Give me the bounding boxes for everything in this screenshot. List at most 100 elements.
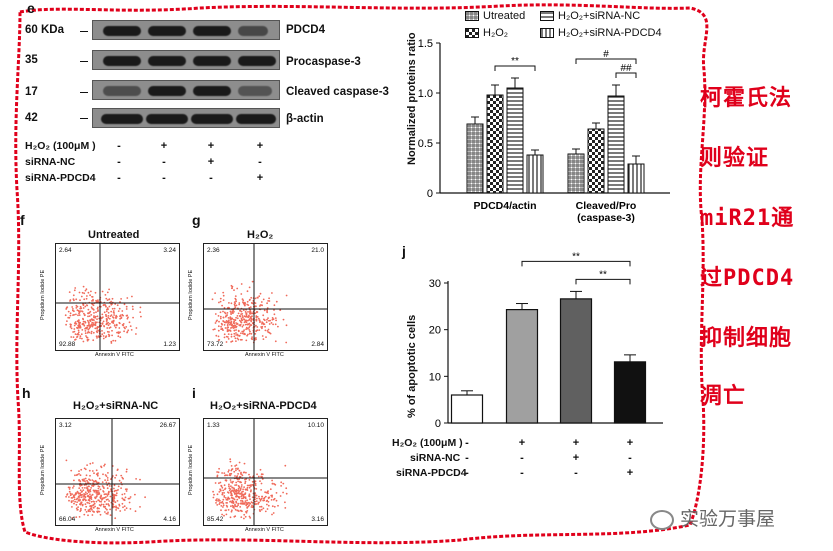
facs-title-f: Untreated [88, 229, 140, 241]
facs-g-ur: 21.0 [311, 247, 324, 254]
facs-ylabel-i: Propidium Iodide PE [188, 444, 194, 495]
j-treatment-symbol: + [626, 437, 634, 449]
side-text-4: 抑制细胞 [700, 326, 793, 351]
side-text-2: miR21通 [700, 206, 795, 231]
wb-treat-label-2: siRNA-PDCD4 [25, 172, 96, 184]
facs-title-h: H₂O₂+siRNA-NC [73, 400, 159, 412]
chart-j-sig-bracket [521, 260, 631, 267]
blot-kda-2: 17 [25, 86, 38, 98]
side-text-5: 凋亡 [700, 384, 747, 409]
chart-e-ytick-label: 1.0 [418, 88, 433, 100]
watermark: 实验万事屋 [650, 504, 775, 531]
wb-sym: + [256, 172, 264, 184]
blot-kda-0: 60 KDa [25, 24, 64, 36]
wb-sym: - [117, 156, 121, 168]
wb-sym: + [256, 140, 264, 152]
chart-e-ytick-label: 1.5 [418, 38, 433, 50]
chart-e-sig-bracket-label: ## [620, 63, 632, 74]
chart-j-sig-label: ** [599, 269, 607, 280]
chart-e-sig-bracket-label: # [603, 49, 609, 60]
chart-e-sig-bracket [615, 72, 637, 78]
facs-f-ur: 3.24 [163, 247, 176, 254]
chart-j-ylabel: % of apoptotic cells [406, 314, 418, 418]
blot-label-3: β-actin [286, 113, 324, 125]
chart-e-category-label: Cleaved/Pro [576, 200, 637, 212]
panel-letter-i: i [192, 385, 196, 401]
facs-xlabel-i: Annexin V FITC [245, 527, 284, 533]
j-treatment-symbol: - [520, 467, 524, 479]
wechat-icon [650, 509, 674, 530]
facs-title-g: H₂O₂ [247, 229, 274, 241]
facs-ylabel-f: Propidium Iodide PE [40, 269, 46, 320]
chart-e-ytick-label: 0 [427, 188, 433, 200]
j-treatment-symbol: - [465, 452, 469, 464]
wb-sym: - [162, 172, 166, 184]
facs-h-lr: 4.16 [163, 516, 176, 523]
j-treatment-symbol: - [465, 467, 469, 479]
j-treatment-symbol: + [572, 452, 580, 464]
j-treat-label-2: siRNA-PDCD4 [396, 467, 467, 479]
j-treatment-symbol: - [628, 452, 632, 464]
blot-label-0: PDCD4 [286, 24, 325, 36]
legend-item-2: H₂O₂+siRNA-NC [540, 10, 640, 22]
facs-f-ul: 2.64 [59, 247, 72, 254]
facs-scatter [56, 419, 179, 525]
panel-letter-h: h [22, 385, 31, 401]
facs-xlabel-f: Annexin V FITC [95, 352, 134, 358]
facs-plot-g: 2.36 21.0 73.72 2.84 [203, 243, 328, 351]
j-treat-label-0: H₂O₂ (100μM ) [392, 437, 463, 449]
panel-letter-e: e [27, 0, 35, 16]
chart-e-sig-bracket-label: ** [511, 56, 519, 67]
chart-e-sig-bracket [575, 58, 637, 64]
chart-e-bar [526, 154, 544, 194]
wb-sym: - [162, 156, 166, 168]
chart-e-bar [466, 123, 484, 194]
chart-j-bar [450, 394, 484, 424]
facs-g-ll: 73.72 [207, 341, 224, 348]
blot-strip-procaspase [92, 50, 280, 70]
legend-item-0: Utreated [465, 10, 525, 22]
chart-e-sig-bracket [494, 65, 536, 71]
j-treatment-symbol: - [574, 467, 578, 479]
chart-j-bar [613, 361, 647, 424]
facs-ylabel-h: Propidium Iodide PE [40, 444, 46, 495]
legend-item-1: H₂O₂ [465, 27, 508, 39]
panel-letter-j: j [402, 243, 406, 259]
wb-sym: + [160, 140, 168, 152]
wb-sym: + [207, 156, 215, 168]
facs-plot-f: 2.64 3.24 92.88 1.23 [55, 243, 180, 351]
wb-sym: - [117, 172, 121, 184]
facs-scatter [56, 244, 179, 350]
j-treatment-symbol: - [465, 437, 469, 449]
chart-e-bar [587, 128, 605, 194]
j-treatment-symbol: + [626, 467, 634, 479]
chart-e-bar [567, 153, 585, 194]
chart-apoptotic-cells: 0 10 20 30 ** ** [429, 251, 663, 430]
facs-xlabel-h: Annexin V FITC [95, 527, 134, 533]
wb-sym: - [117, 140, 121, 152]
facs-i-lr: 3.16 [311, 516, 324, 523]
chart-j-ytick-label: 20 [429, 325, 441, 337]
chart-j-sig-label: ** [572, 251, 580, 262]
blot-kda-3: 42 [25, 112, 38, 124]
chart-j-bar [559, 298, 593, 424]
chart-e-bar [627, 163, 645, 194]
facs-i-ll: 85.42 [207, 516, 224, 523]
chart-e-bar [506, 87, 524, 194]
side-text-3: 过PDCD4 [700, 266, 795, 291]
chart-j-bar [505, 308, 539, 424]
facs-title-i: H₂O₂+siRNA-PDCD4 [210, 400, 317, 412]
j-treatment-symbol: + [572, 437, 580, 449]
facs-h-ul: 3.12 [59, 422, 72, 429]
side-text-1: 则验证 [700, 146, 770, 171]
chart-e-bar [486, 94, 504, 194]
facs-g-ul: 2.36 [207, 247, 220, 254]
blot-strip-pdcd4 [92, 20, 280, 40]
facs-f-ll: 92.88 [59, 341, 76, 348]
wb-sym: - [258, 156, 262, 168]
facs-scatter [204, 419, 327, 525]
j-treat-label-1: siRNA-NC [410, 452, 461, 464]
chart-j-sig-bracket [575, 278, 631, 285]
facs-xlabel-g: Annexin V FITC [245, 352, 284, 358]
facs-scatter [204, 244, 327, 350]
